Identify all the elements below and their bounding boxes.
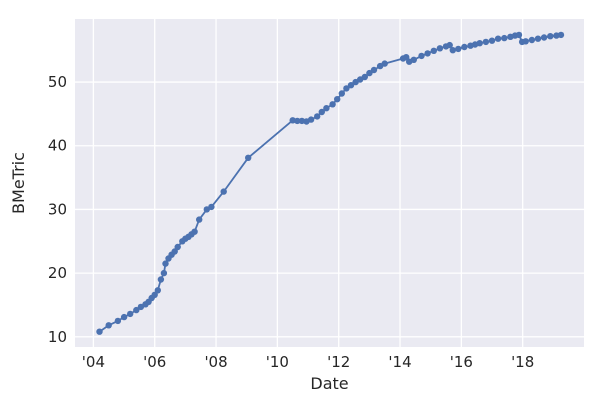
data-point xyxy=(334,96,341,103)
data-point xyxy=(361,73,368,81)
x-tick-label: '18 xyxy=(511,353,534,371)
data-point xyxy=(540,34,548,41)
data-point xyxy=(424,50,431,57)
x-tick-label: '16 xyxy=(450,353,473,371)
data-point xyxy=(323,105,330,112)
data-point xyxy=(488,37,496,44)
data-point xyxy=(430,47,437,54)
data-point xyxy=(522,38,529,45)
data-point xyxy=(343,85,350,92)
x-axis-title: Date xyxy=(310,374,348,393)
y-tick-label: 40 xyxy=(48,137,67,155)
data-point xyxy=(418,52,425,60)
data-point xyxy=(105,322,112,329)
data-point xyxy=(133,306,140,314)
y-tick-label: 50 xyxy=(48,73,67,91)
data-point xyxy=(455,45,462,53)
data-point xyxy=(461,43,468,51)
data-point xyxy=(307,116,315,123)
data-point xyxy=(220,188,227,195)
x-tick-label: '14 xyxy=(388,353,411,371)
data-point xyxy=(446,41,453,49)
x-tick-label: '06 xyxy=(143,353,166,371)
data-point xyxy=(515,31,523,39)
data-point xyxy=(127,310,134,318)
data-point xyxy=(154,287,161,294)
data-point xyxy=(370,66,378,74)
x-tick-labels: '04 '06 '08 '10 '12 '14 '16 '18 xyxy=(82,353,534,371)
data-point xyxy=(191,228,198,235)
data-point xyxy=(557,31,565,39)
data-point xyxy=(528,36,536,44)
data-point xyxy=(318,108,325,116)
data-point xyxy=(196,216,203,223)
data-point xyxy=(476,40,483,47)
x-tick-label: '08 xyxy=(204,353,227,371)
data-point xyxy=(366,69,373,77)
gridlines xyxy=(75,19,584,347)
data-point xyxy=(410,56,417,63)
data-series xyxy=(96,31,565,335)
data-point xyxy=(482,38,490,46)
data-point xyxy=(501,34,508,42)
data-point xyxy=(96,328,103,335)
data-point xyxy=(314,113,321,120)
data-point xyxy=(534,35,542,42)
data-point xyxy=(160,269,168,277)
data-point xyxy=(329,101,336,108)
data-point xyxy=(547,33,554,40)
data-point xyxy=(171,248,178,255)
y-tick-label: 20 xyxy=(48,264,67,282)
x-tick-label: '10 xyxy=(266,353,289,371)
data-point xyxy=(162,260,169,267)
data-point xyxy=(436,45,444,52)
data-point xyxy=(347,82,355,89)
data-point xyxy=(494,35,502,42)
data-point xyxy=(151,291,158,298)
data-point xyxy=(449,47,456,54)
data-point xyxy=(114,317,122,325)
x-tick-label: '12 xyxy=(327,353,350,371)
data-point xyxy=(338,90,345,97)
data-point xyxy=(157,276,165,283)
data-point xyxy=(174,243,181,251)
data-point xyxy=(245,154,252,161)
y-tick-labels: 10 20 30 40 50 xyxy=(48,73,67,346)
y-tick-label: 10 xyxy=(48,328,67,346)
x-tick-label: '04 xyxy=(82,353,105,371)
y-tick-label: 30 xyxy=(48,200,67,218)
data-point xyxy=(294,117,301,125)
data-point xyxy=(120,313,128,321)
y-axis-title: BMeTric xyxy=(9,152,28,214)
data-point xyxy=(403,54,410,61)
data-point xyxy=(208,203,215,211)
data-point xyxy=(381,60,388,67)
